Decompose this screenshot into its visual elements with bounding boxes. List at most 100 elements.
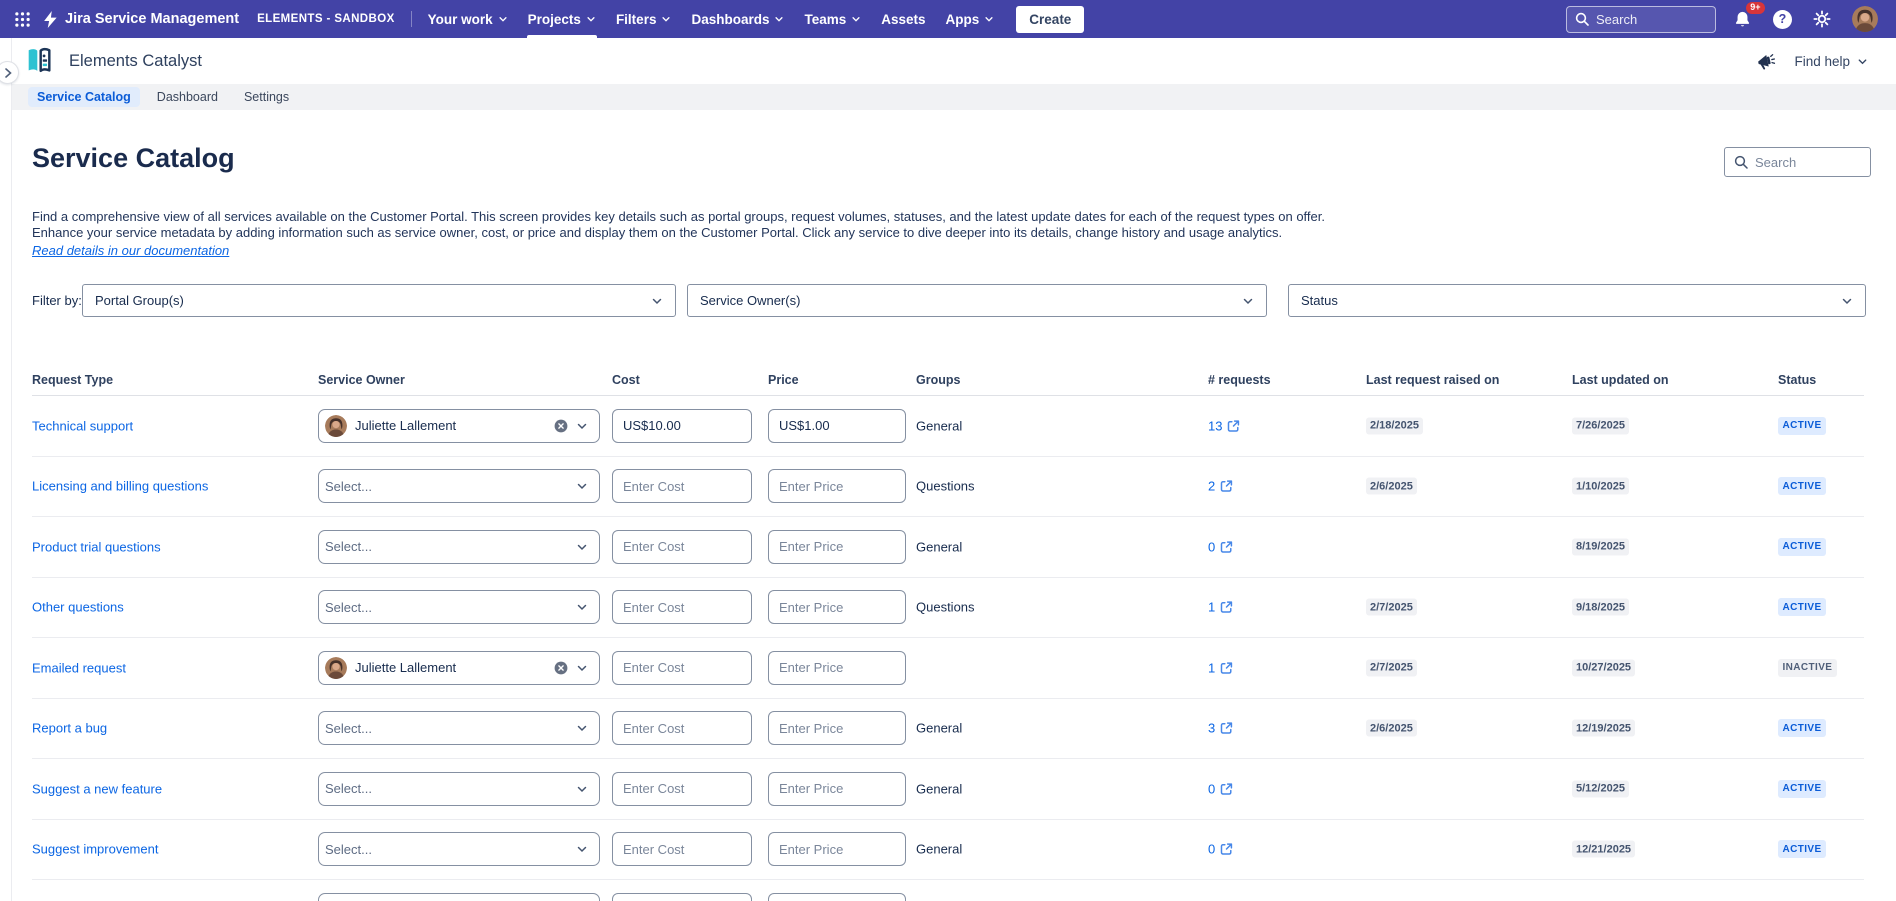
clear-owner-icon[interactable] [554,419,568,433]
gear-icon [1813,10,1831,28]
service-owner-select[interactable]: Select... [318,469,600,504]
clear-owner-icon[interactable] [554,661,568,675]
catalog-search[interactable] [1724,147,1871,177]
request-count-link[interactable]: 0 [1208,539,1216,555]
filter-select-portal-group-s[interactable]: Portal Group(s) [82,284,676,317]
filter-by-label: Filter by: [32,293,82,308]
find-help-dropdown[interactable]: Find help [1794,54,1868,69]
price-input[interactable] [768,711,906,746]
external-link-icon[interactable] [1220,722,1233,735]
request-count-link[interactable]: 0 [1208,781,1216,797]
table-row-partial [32,880,1864,901]
price-input[interactable] [768,650,906,685]
price-input[interactable] [768,771,906,806]
documentation-link[interactable]: Read details in our documentation [32,243,230,258]
nav-search[interactable] [1566,5,1716,33]
nav-item-apps[interactable]: Apps [936,0,1005,38]
price-input[interactable] [768,832,906,867]
request-type-link[interactable]: Emailed request [32,660,126,676]
service-owner-select[interactable]: Select... [318,771,600,806]
create-button[interactable]: Create [1016,5,1085,33]
cost-input[interactable] [612,590,752,625]
chevron-down-icon [1243,298,1253,304]
external-link-icon[interactable] [1220,601,1233,614]
jira-logo[interactable]: Jira Service Management [43,10,240,28]
nav-item-projects[interactable]: Projects [518,0,606,38]
profile-button[interactable] [1848,2,1882,36]
request-count-link[interactable]: 0 [1208,841,1216,857]
service-owner-select[interactable]: Juliette Lallement [318,408,600,443]
request-count-link[interactable]: 1 [1208,660,1216,676]
external-link-icon[interactable] [1220,843,1233,856]
request-count-link[interactable]: 3 [1208,720,1216,736]
group-label: General [916,841,963,857]
price-input[interactable] [768,408,906,443]
service-owner-select[interactable]: Select... [318,590,600,625]
request-count-link[interactable]: 2 [1208,478,1216,494]
cost-input[interactable] [612,771,752,806]
service-owner-select[interactable]: Select... [318,529,600,564]
search-icon [1575,12,1589,26]
settings-button[interactable] [1809,6,1835,32]
catalog-search-input[interactable] [1755,154,1861,170]
cost-input[interactable] [612,650,752,685]
price-input[interactable] [768,892,906,901]
external-link-icon[interactable] [1220,540,1233,553]
request-type-link[interactable]: Product trial questions [32,539,161,555]
cost-input[interactable] [612,711,752,746]
chevron-right-icon [4,67,12,78]
chevron-down-icon [577,786,587,792]
app-switcher-button[interactable] [10,7,35,32]
nav-item-dashboards[interactable]: Dashboards [681,0,794,38]
sidebar-expand-button[interactable] [0,61,19,84]
filter-select-status[interactable]: Status [1288,284,1866,317]
request-count-link[interactable]: 13 [1208,418,1223,434]
price-input[interactable] [768,529,906,564]
request-type-link[interactable]: Report a bug [32,720,108,736]
owner-avatar [325,656,347,679]
chevron-down-icon [577,484,587,490]
cost-input[interactable] [612,469,752,504]
service-owner-select[interactable]: Juliette Lallement [318,650,600,685]
tab-service-catalog[interactable]: Service Catalog [28,87,140,107]
request-type-link[interactable]: Suggest improvement [32,841,159,857]
price-input[interactable] [768,590,906,625]
external-link-icon[interactable] [1220,661,1233,674]
last-request-date: 2/7/2025 [1366,598,1417,616]
cost-input[interactable] [612,892,752,901]
service-owner-select[interactable] [318,892,600,901]
cost-input[interactable] [612,529,752,564]
nav-item-teams[interactable]: Teams [794,0,871,38]
external-link-icon[interactable] [1220,480,1233,493]
chevron-down-icon [662,17,671,22]
announcements-button[interactable] [1752,47,1780,75]
nav-item-your-work[interactable]: Your work [418,0,518,38]
tab-dashboard[interactable]: Dashboard [156,90,218,104]
cost-input[interactable] [612,408,752,443]
external-link-icon[interactable] [1220,782,1233,795]
price-input[interactable] [768,469,906,504]
nav-item-assets[interactable]: Assets [871,0,935,38]
service-owner-select[interactable]: Select... [318,711,600,746]
cost-input[interactable] [612,832,752,867]
request-type-link[interactable]: Other questions [32,599,124,615]
chevron-down-icon [577,423,587,429]
external-link-icon[interactable] [1227,419,1240,432]
owner-picked: Juliette Lallement [325,414,568,437]
chevron-down-icon [577,605,587,611]
nav-item-filters[interactable]: Filters [606,0,682,38]
help-button[interactable]: ? [1769,6,1796,33]
request-type-link[interactable]: Technical support [32,418,134,434]
filter-select-service-owner-s[interactable]: Service Owner(s) [687,284,1267,317]
tab-settings[interactable]: Settings [243,90,290,104]
request-type-link[interactable]: Licensing and billing questions [32,478,209,494]
nav-search-input[interactable] [1596,11,1707,27]
product-name: Jira Service Management [65,11,240,27]
service-owner-select[interactable]: Select... [318,832,600,867]
request-count-link[interactable]: 1 [1208,599,1216,615]
request-type-link[interactable]: Suggest a new feature [32,781,163,797]
request-count: 1 [1208,660,1233,675]
chevron-down-icon [652,298,662,304]
notifications-button[interactable]: 9+ [1729,1,1765,33]
find-help-label: Find help [1794,53,1850,69]
